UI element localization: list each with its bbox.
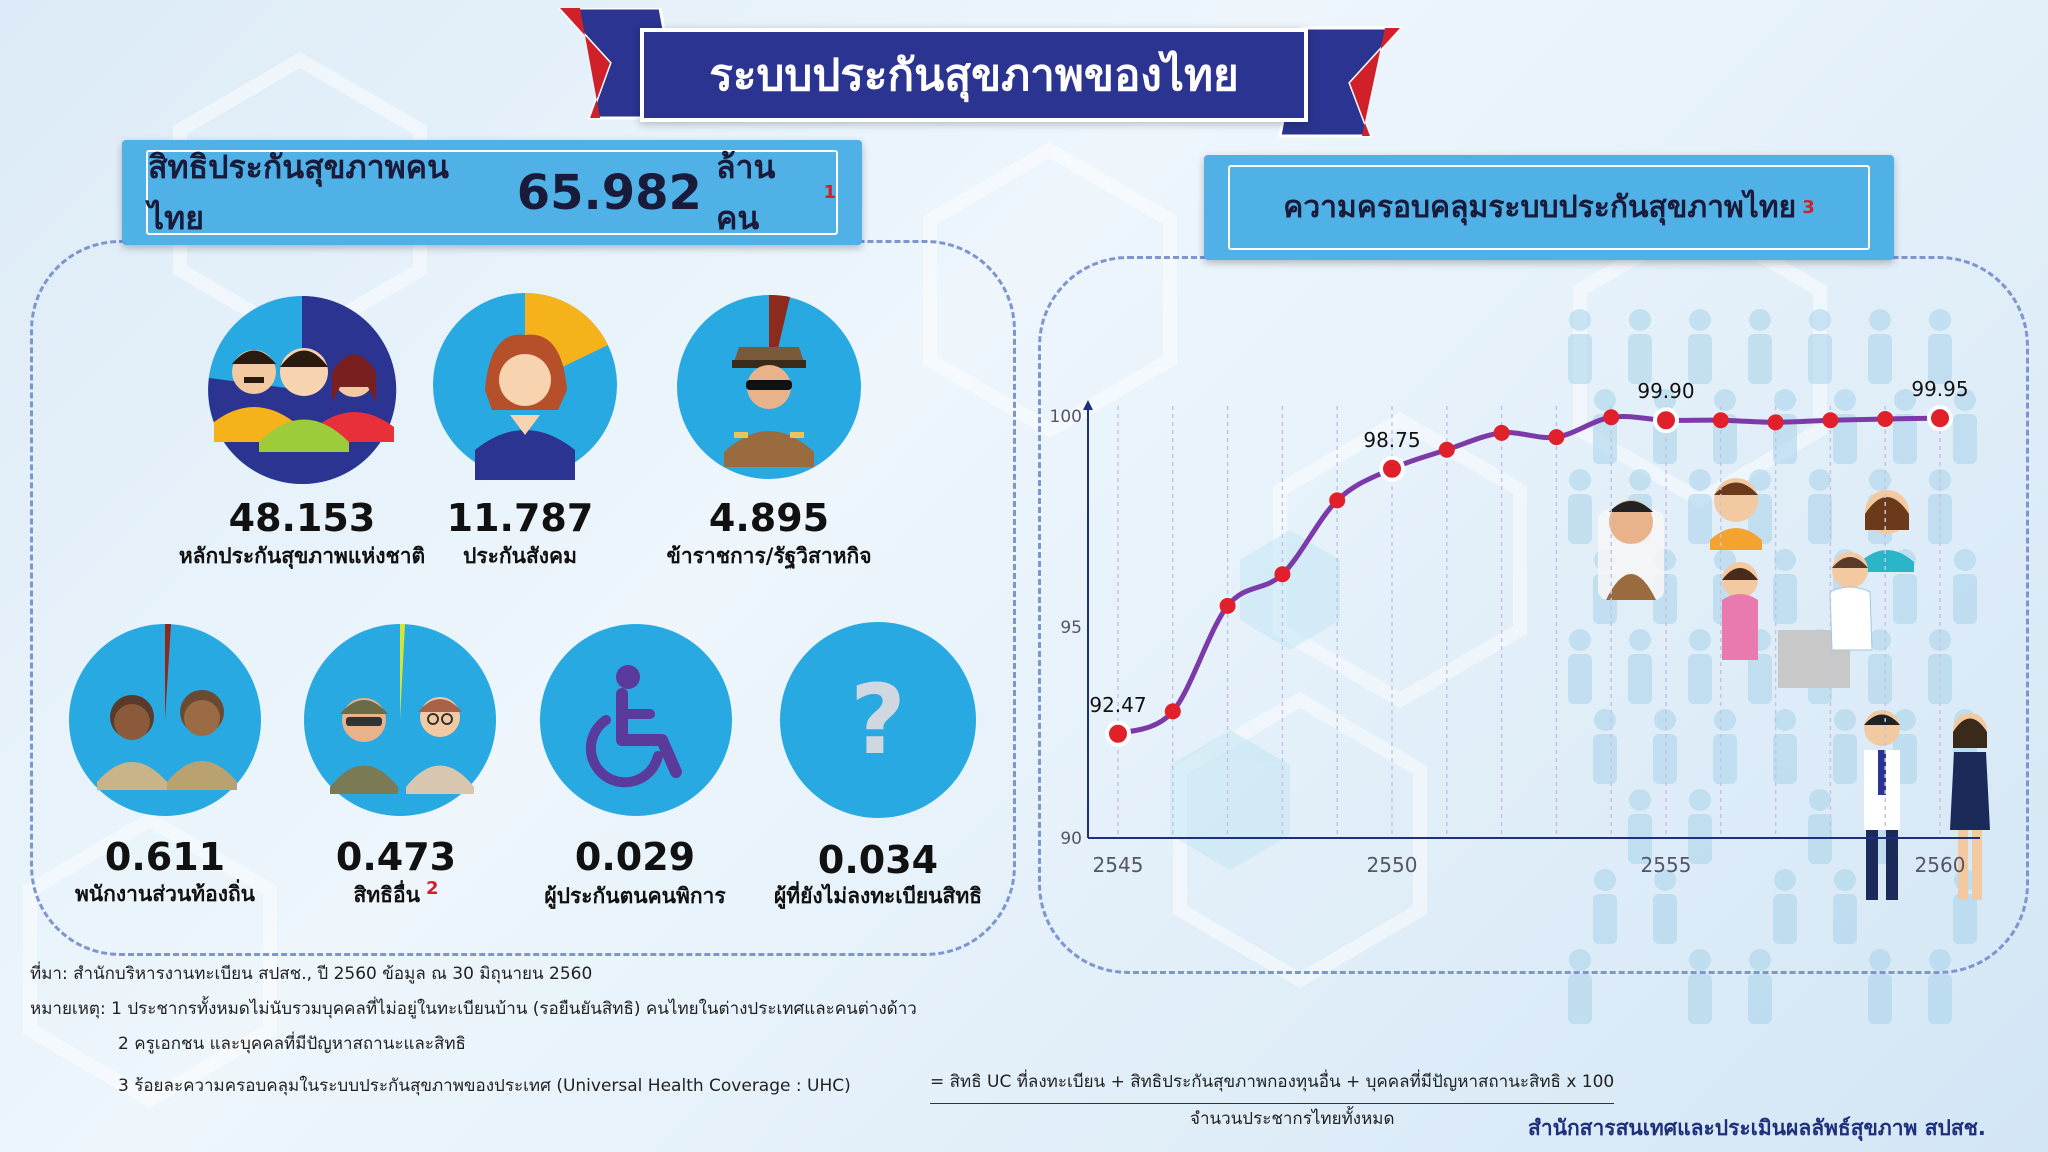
data-label: 99.95 [1911,377,1968,401]
source-note: ที่มา: สำนักบริหารงานทะเบียน สปสช., ปี 2… [30,964,593,984]
category-value: 11.787 [446,496,594,540]
data-point [1438,441,1455,458]
officer-icon [677,294,861,479]
category-label: พนักงานส่วนท้องถิ่น [74,882,256,906]
x-tick-label: 2555 [1641,853,1692,877]
wheelchair-icon [540,624,732,816]
category-label: ข้าราชการ/รัฐวิสาหกิจ [666,544,872,568]
category-label: สิทธิอื่น 2 [286,878,506,912]
left-title-prefix: สิทธิประกันสุขภาพคนไทย [148,147,449,237]
data-point [1603,409,1620,426]
y-axis-arrow [1083,400,1093,410]
formula-denominator: จำนวนประชากรไทยทั้งหมด [1190,1109,1395,1129]
footnote-3: 3 ร้อยละความครอบคลุมในระบบประกันสุขภาพขอ… [118,1076,851,1096]
data-point [1493,424,1510,441]
data-label: 98.75 [1363,428,1420,452]
x-tick-label: 2560 [1915,853,1966,877]
left-title-value: 65.982 [516,164,702,221]
data-point [1329,492,1346,509]
category-label: ประกันสังคม [463,544,577,568]
data-point [1712,412,1729,429]
data-point [1379,455,1405,482]
data-label: 99.90 [1637,379,1694,403]
left-title-note: 1 [823,182,836,203]
left-title-unit: ล้านคน [715,147,776,237]
data-point [1164,703,1181,720]
category-value: 4.895 [708,496,830,540]
data-point [1877,410,1894,427]
y-tick-label: 95 [1060,618,1082,638]
category-value: 0.034 [817,838,939,882]
x-tick-label: 2550 [1367,853,1418,877]
right-panel-title: ความครอบคลุมระบบประกันสุขภาพไทย 3 [1204,155,1894,260]
category-value: 0.473 [335,835,457,879]
category-value: 0.029 [574,835,696,879]
question-icon: ? [780,622,976,818]
category-value: 0.611 [104,835,226,879]
category-note: 2 [425,878,439,899]
publisher-credit: สำนักสารสนเทศและประเมินผลลัพธ์สุขภาพ สปส… [1528,1116,1986,1140]
y-tick-label: 90 [1060,829,1082,849]
data-point [1548,429,1565,446]
left-panel-title: สิทธิประกันสุขภาพคนไทย 65.982 ล้านคน 1 [122,140,862,245]
category-label: หลักประกันสุขภาพแห่งชาติ [178,544,426,568]
data-point [1767,414,1784,431]
woman-icon [433,292,617,480]
question-mark: ? [850,664,906,776]
crowd-illustration [1568,309,1990,1024]
coverage-series-line [1117,413,1941,737]
data-label: 92.47 [1089,693,1146,717]
page-title: ระบบประกันสุขภาพของไทย [640,28,1308,122]
category-label-text: สิทธิอื่น [353,883,420,907]
footnote-2: 2 ครูเอกชน และบุคคลที่มีปัญหาสถานะและสิท… [118,1034,466,1054]
formula-numerator: = สิทธิ UC ที่ลงทะเบียน + สิทธิประกันสุข… [930,1068,1615,1104]
footnote-1: หมายเหตุ: 1 ประชากรทั้งหมดไม่นับรวมบุคคล… [30,999,917,1019]
data-point [1274,566,1291,583]
x-tick-label: 2545 [1093,853,1144,877]
right-title-note: 3 [1802,197,1815,218]
chart-grid [1117,406,1941,838]
family-icon [208,295,397,484]
right-title-text: ความครอบคลุมระบบประกันสุขภาพไทย [1283,190,1797,225]
coverage-line-chart: 2545 2550 2555 2560 90 95 100 92.47 98.75 99.90 9… [1050,377,1980,877]
soldier-teacher-icon [304,623,496,816]
data-point [1653,407,1679,434]
data-point [1927,405,1953,432]
category-value: 48.153 [228,496,376,540]
y-tick-label: 100 [1050,407,1082,427]
local-staff-icon [69,623,261,816]
data-point [1822,412,1839,429]
category-label: ผู้ที่ยังไม่ลงทะเบียนสิทธิ [773,884,982,908]
category-label: ผู้ประกันตนคนพิการ [544,884,726,908]
data-point [1105,720,1131,747]
data-point [1219,597,1236,614]
